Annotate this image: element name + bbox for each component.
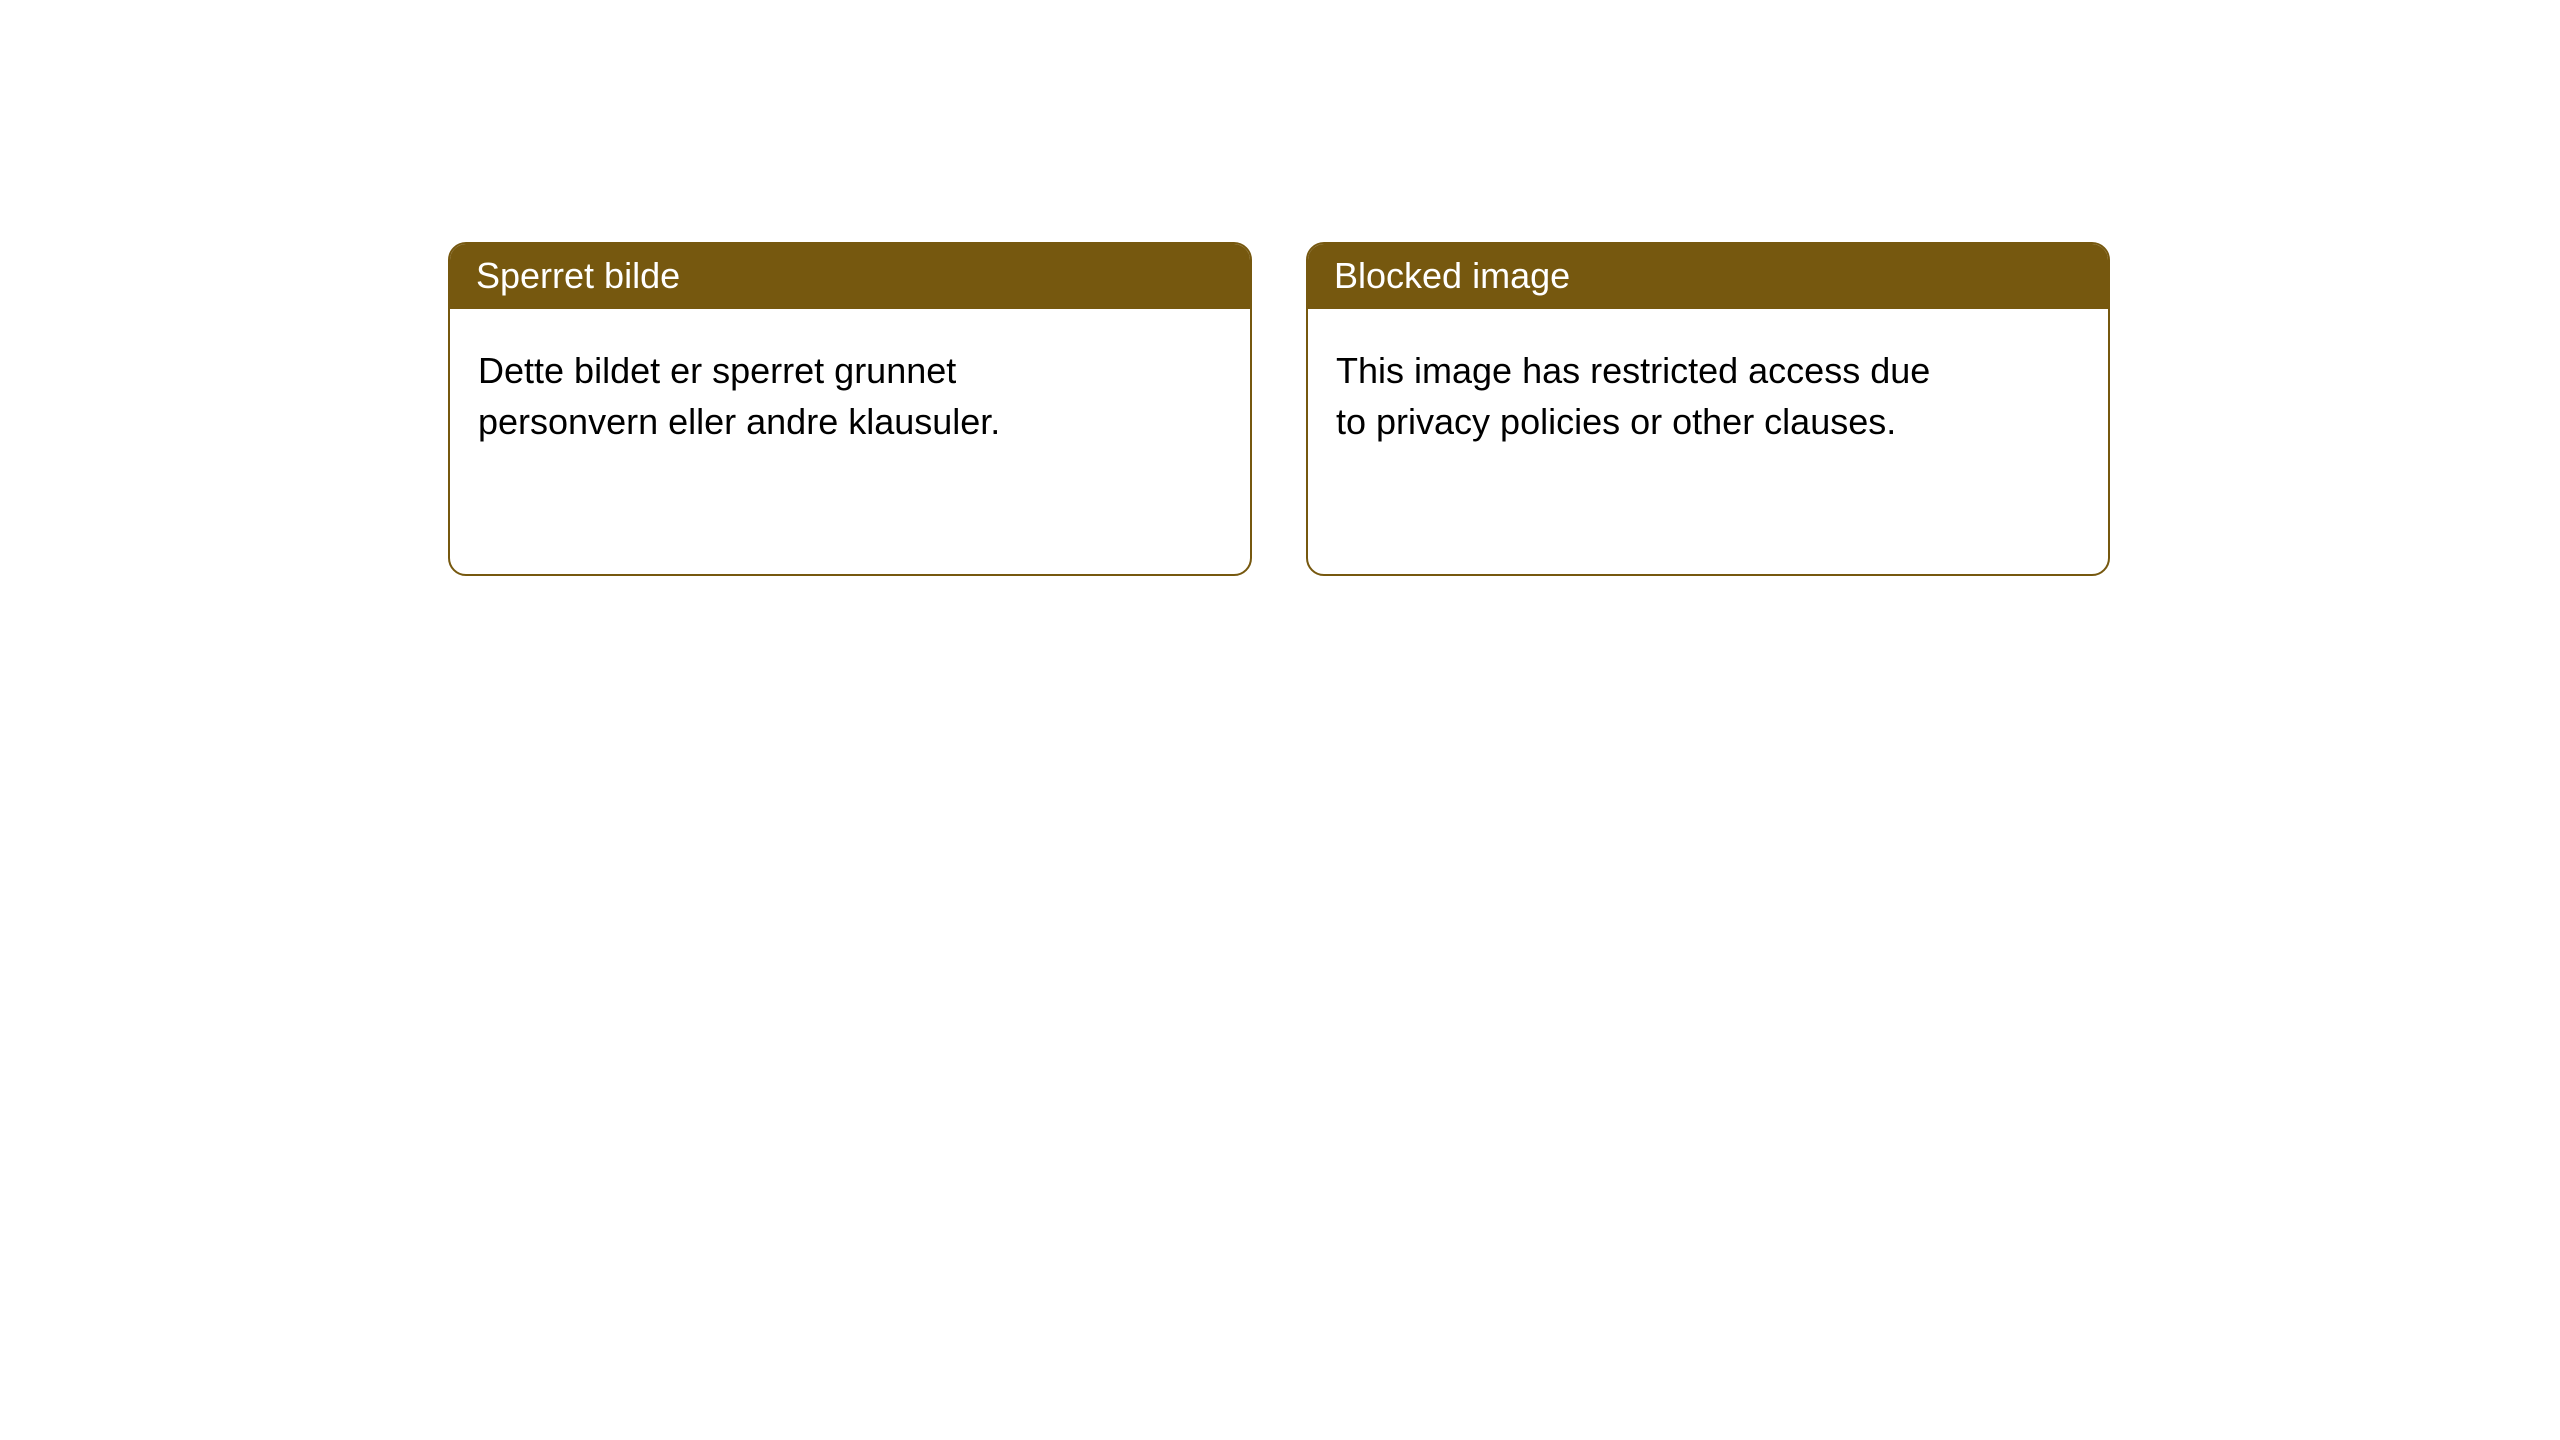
notice-card-english: Blocked image This image has restricted … — [1306, 242, 2110, 576]
notice-title: Blocked image — [1308, 244, 2108, 309]
notice-card-norwegian: Sperret bilde Dette bildet er sperret gr… — [448, 242, 1252, 576]
notice-title: Sperret bilde — [450, 244, 1250, 309]
notice-body: This image has restricted access due to … — [1308, 309, 1988, 483]
notice-container: Sperret bilde Dette bildet er sperret gr… — [0, 0, 2560, 576]
notice-body: Dette bildet er sperret grunnet personve… — [450, 309, 1130, 483]
